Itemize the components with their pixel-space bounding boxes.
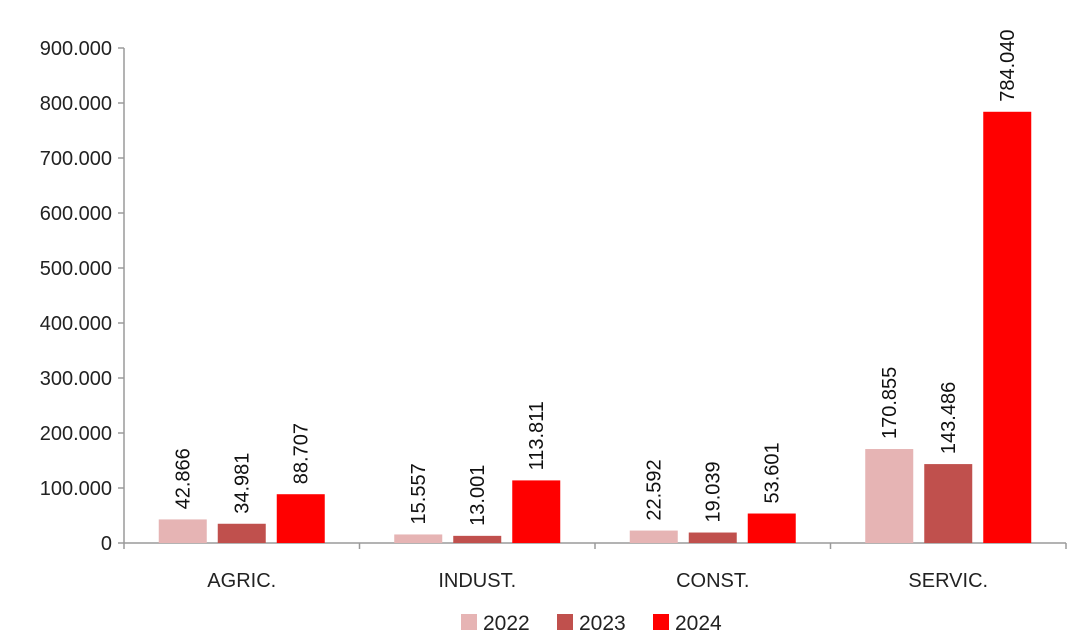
legend-swatch [557, 614, 573, 630]
legend-label: 2022 [483, 612, 530, 635]
legend-label: 2024 [675, 612, 722, 635]
bar [629, 530, 678, 543]
data-label: 143.486 [938, 382, 960, 454]
data-label: 784.040 [997, 29, 1019, 101]
y-tick-label: 500.000 [40, 258, 112, 280]
category-label: AGRIC. [207, 570, 276, 592]
data-label: 15.557 [408, 463, 430, 524]
data-label: 19.039 [703, 461, 725, 522]
bar [865, 449, 914, 543]
data-label: 88.707 [291, 423, 313, 484]
data-label: 113.811 [526, 401, 548, 470]
bars [158, 111, 1032, 543]
data-label: 34.981 [232, 453, 254, 514]
y-axis: 0 100.000 200.000 300.000 400.000 500.000 600.… [40, 38, 125, 555]
category-label: CONST. [676, 570, 749, 592]
bar [924, 464, 973, 543]
legend-label: 2023 [579, 612, 626, 635]
category-label: INDUST. [438, 570, 516, 592]
bar [217, 523, 266, 543]
legend: 2022 2023 2024 [461, 612, 722, 635]
y-tick-label: 300.000 [40, 368, 112, 390]
data-label: 42.866 [173, 448, 195, 509]
y-tick-label: 600.000 [40, 203, 112, 225]
y-tick-label: 200.000 [40, 423, 112, 445]
x-axis: AGRIC. INDUST. CONST. SERVIC. [123, 542, 1067, 592]
data-label: 13.001 [467, 465, 489, 526]
y-tick-label: 900.000 [40, 38, 112, 60]
y-tick-label: 800.000 [40, 93, 112, 115]
bar [276, 494, 325, 543]
y-tick-label: 400.000 [40, 313, 112, 335]
data-label: 170.855 [879, 367, 901, 439]
bar [453, 535, 502, 543]
legend-swatch [653, 614, 669, 630]
legend-swatch [461, 614, 477, 630]
category-label: SERVIC. [908, 570, 988, 592]
data-labels: 42.866 34.981 88.707 15.557 13.001 113.811 22.… [173, 29, 1020, 525]
bar [688, 532, 737, 543]
y-tick-label: 100.000 [40, 478, 112, 500]
y-tick-label: 0 [101, 533, 112, 555]
data-label: 22.592 [644, 459, 666, 520]
bar [512, 480, 561, 543]
data-label: 53.601 [762, 442, 784, 503]
bar [983, 111, 1032, 543]
bar [747, 513, 796, 543]
y-tick-label: 700.000 [40, 148, 112, 170]
bar [158, 519, 207, 543]
bar [394, 534, 443, 543]
